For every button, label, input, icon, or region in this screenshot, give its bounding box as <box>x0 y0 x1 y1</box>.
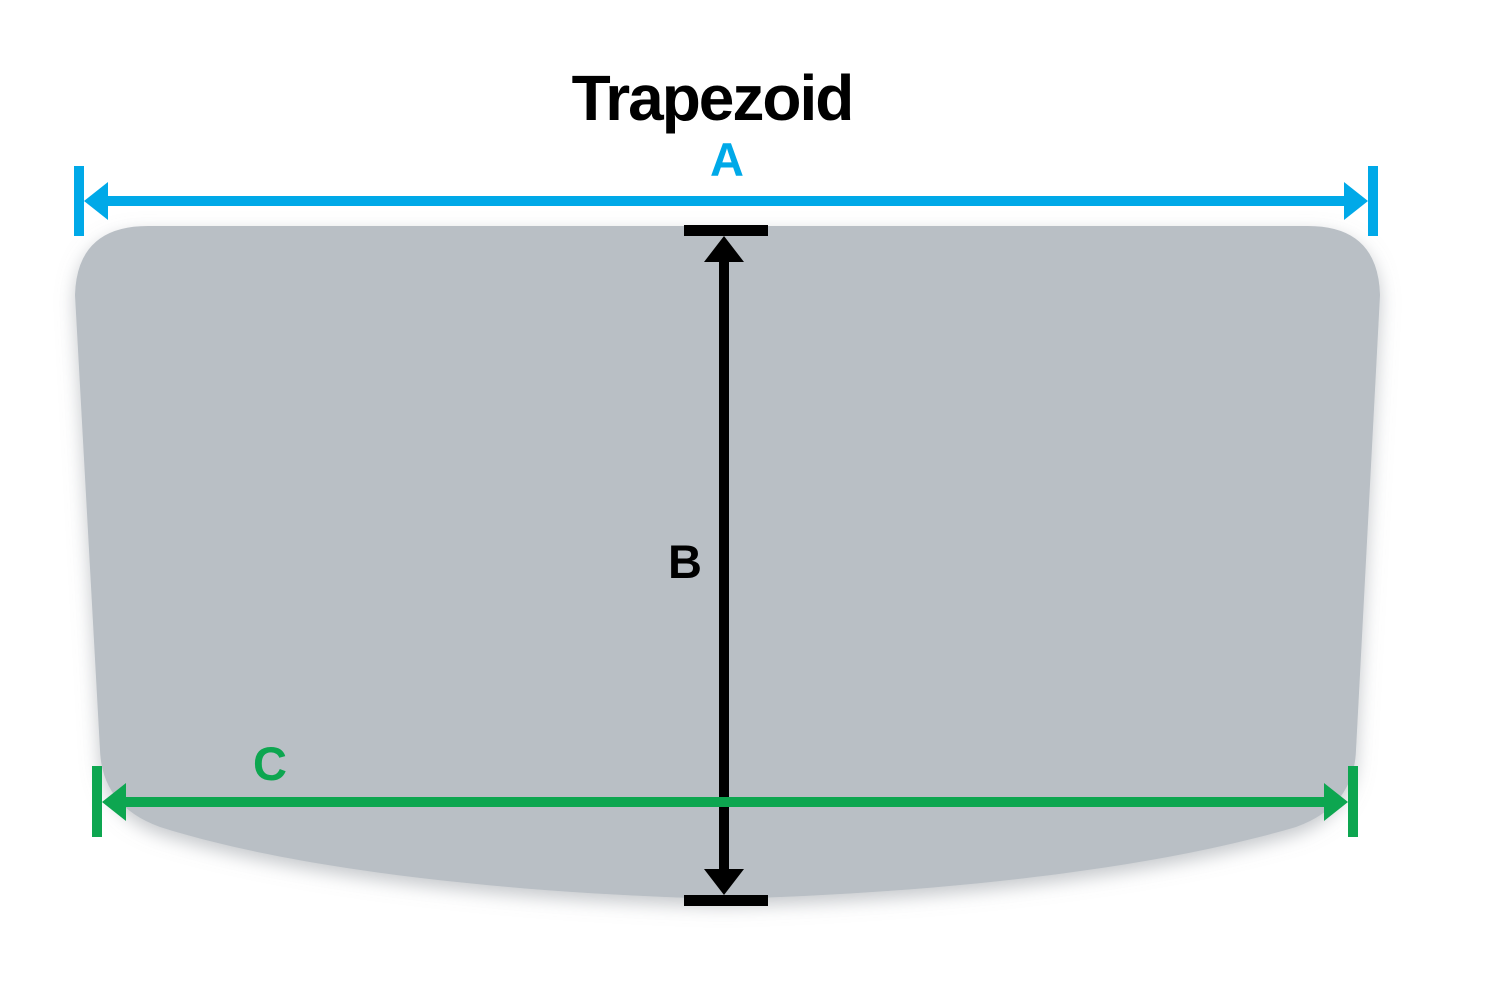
width-c-arrow <box>92 766 1358 837</box>
a-arrow-line <box>104 196 1348 206</box>
measurement-a-label: A <box>710 133 744 186</box>
c-arrowhead-left <box>102 783 126 821</box>
a-end-tick-right <box>1368 166 1378 236</box>
c-end-tick-right <box>1348 766 1358 837</box>
diagram-title: Trapezoid <box>571 62 855 134</box>
c-arrowhead-right <box>1324 783 1348 821</box>
measurement-b-label: B <box>668 535 702 588</box>
a-arrowhead-right <box>1344 182 1368 220</box>
c-arrow-line <box>124 797 1326 807</box>
b-arrowhead-up <box>704 236 744 262</box>
b-arrowhead-down <box>704 869 744 895</box>
a-arrowhead-left <box>84 182 108 220</box>
width-a-arrow <box>74 166 1378 236</box>
b-end-tick-top <box>684 225 768 236</box>
a-end-tick-left <box>74 166 84 236</box>
b-end-tick-bottom <box>684 895 768 906</box>
b-arrow-line <box>719 258 729 874</box>
height-b-arrow <box>684 225 768 906</box>
measurement-c-label: C <box>253 737 287 790</box>
c-end-tick-left <box>92 766 102 837</box>
